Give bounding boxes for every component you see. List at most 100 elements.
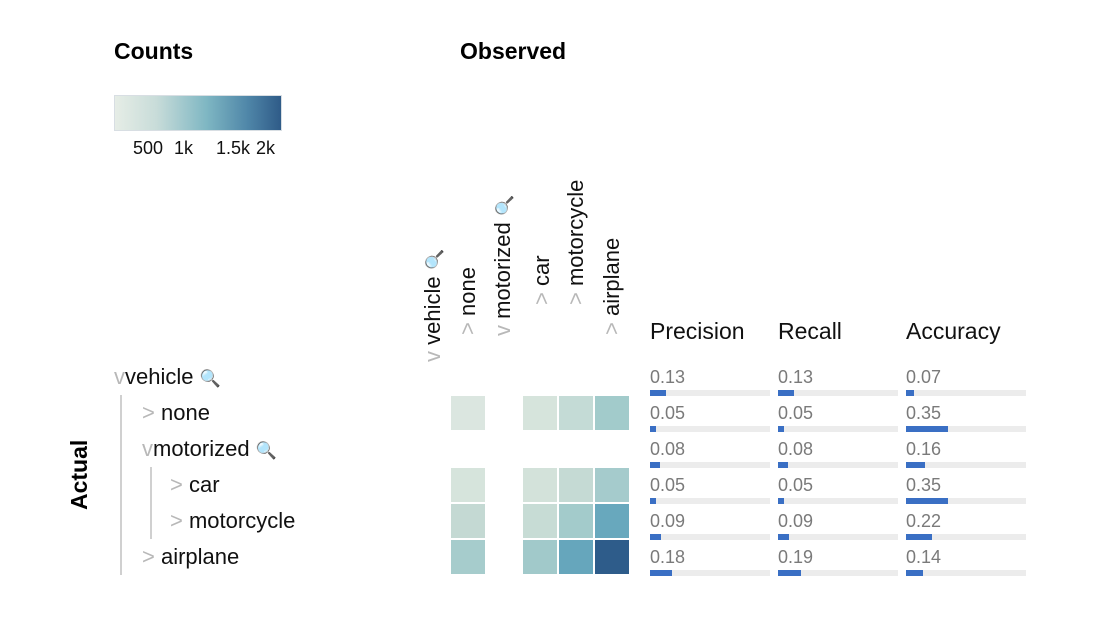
precision-bar-track	[650, 570, 770, 576]
tree-guide-line	[120, 395, 122, 575]
recall-value: 0.13	[778, 367, 814, 387]
precision-value: 0.05	[650, 475, 686, 495]
heatmap-cell-motorcycle-airplane[interactable]	[595, 504, 629, 538]
accuracy-header: Accuracy	[906, 318, 1001, 344]
precision-bar-fill	[650, 570, 672, 576]
recall-bar-fill	[778, 498, 784, 504]
precision-bar-fill	[650, 390, 666, 396]
recall-value: 0.19	[778, 547, 814, 567]
heatmap-cell-car-car[interactable]	[523, 468, 557, 502]
heatmap-cell-none-airplane[interactable]	[595, 396, 629, 430]
accuracy-bar-fill	[906, 570, 923, 576]
color-legend-bar	[114, 95, 282, 131]
recall-bar-track	[778, 390, 898, 396]
legend-tick-1-5k: 1.5k	[216, 138, 251, 158]
row-label: motorcycle	[188, 508, 296, 533]
precision-value: 0.13	[650, 367, 686, 387]
recall-value: 0.09	[778, 511, 814, 531]
heatmap-cell-motorcycle-car[interactable]	[523, 504, 557, 538]
row-header-none[interactable]: > none	[142, 399, 210, 427]
heatmap-cell-motorcycle-motorcycle[interactable]	[559, 504, 593, 538]
heatmap-cell-car-airplane[interactable]	[595, 468, 629, 502]
collapse-caret-icon[interactable]: >	[142, 544, 155, 569]
accuracy-bar-track	[906, 498, 1026, 504]
precision-bar-track	[650, 498, 770, 504]
precision-bar-fill	[650, 426, 656, 432]
accuracy-value: 0.14	[906, 547, 942, 567]
row-label: none	[160, 400, 210, 425]
precision-bar-fill	[650, 534, 661, 540]
accuracy-bar-fill	[906, 426, 948, 432]
legend-tick-2k: 2k	[256, 138, 276, 158]
collapse-caret-icon[interactable]: >	[170, 508, 183, 533]
expand-caret-icon[interactable]: v	[142, 436, 153, 461]
magnifier-icon[interactable]: 🔍	[199, 369, 221, 388]
precision-bar-fill	[650, 462, 660, 468]
accuracy-bar-fill	[906, 498, 948, 504]
magnifier-icon[interactable]: 🔍	[255, 441, 277, 460]
accuracy-bar-fill	[906, 534, 932, 540]
legend-tick-500: 500	[133, 138, 164, 158]
accuracy-value: 0.16	[906, 439, 942, 459]
accuracy-bar-track	[906, 390, 1026, 396]
precision-value: 0.09	[650, 511, 686, 531]
heatmap-cell-none-motorcycle[interactable]	[559, 396, 593, 430]
recall-bar-fill	[778, 426, 784, 432]
legend-title: Counts	[114, 38, 194, 64]
tree-guide-line	[150, 467, 152, 539]
recall-bar-track	[778, 534, 898, 540]
row-header-car[interactable]: > car	[170, 471, 220, 499]
heatmap-cell-car-none[interactable]	[451, 468, 485, 502]
accuracy-bar-fill	[906, 390, 914, 396]
recall-bar-fill	[778, 570, 801, 576]
collapse-caret-icon[interactable]: >	[170, 472, 183, 497]
row-label: vehicle	[125, 364, 194, 389]
heatmap-cell-none-car[interactable]	[523, 396, 557, 430]
accuracy-bar-track	[906, 534, 1026, 540]
accuracy-value: 0.35	[906, 403, 942, 423]
row-label: airplane	[160, 544, 240, 569]
observed-title: Observed	[460, 38, 567, 64]
heatmap-cell-car-motorcycle[interactable]	[559, 468, 593, 502]
collapse-caret-icon[interactable]: >	[142, 400, 155, 425]
precision-bar-track	[650, 534, 770, 540]
precision-bar-track	[650, 390, 770, 396]
heatmap-cell-airplane-motorcycle[interactable]	[559, 540, 593, 574]
recall-bar-track	[778, 462, 898, 468]
recall-value: 0.05	[778, 475, 814, 495]
precision-bar-fill	[650, 498, 656, 504]
recall-bar-fill	[778, 462, 788, 468]
row-label: motorized	[153, 436, 250, 461]
precision-header: Precision	[650, 318, 745, 344]
recall-bar-track	[778, 426, 898, 432]
accuracy-bar-track	[906, 462, 1026, 468]
row-label: car	[188, 472, 220, 497]
heatmap-cell-none-none[interactable]	[451, 396, 485, 430]
accuracy-value: 0.35	[906, 475, 942, 495]
recall-value: 0.05	[778, 403, 814, 423]
heatmap-cell-motorcycle-none[interactable]	[451, 504, 485, 538]
recall-bar-fill	[778, 534, 789, 540]
recall-bar-fill	[778, 390, 794, 396]
row-header-vehicle[interactable]: vvehicle 🔍	[114, 363, 221, 391]
precision-value: 0.18	[650, 547, 686, 567]
accuracy-bar-fill	[906, 462, 925, 468]
row-header-motorcycle[interactable]: > motorcycle	[170, 507, 295, 535]
recall-header: Recall	[778, 318, 842, 344]
precision-value: 0.05	[650, 403, 686, 423]
accuracy-value: 0.22	[906, 511, 942, 531]
precision-bar-track	[650, 462, 770, 468]
accuracy-value: 0.07	[906, 367, 942, 387]
accuracy-bar-track	[906, 426, 1026, 432]
heatmap-cell-airplane-airplane[interactable]	[595, 540, 629, 574]
row-header-airplane[interactable]: > airplane	[142, 543, 239, 571]
heatmap-cell-airplane-none[interactable]	[451, 540, 485, 574]
expand-caret-icon[interactable]: v	[114, 364, 125, 389]
recall-value: 0.08	[778, 439, 814, 459]
heatmap-cell-airplane-car[interactable]	[523, 540, 557, 574]
precision-bar-track	[650, 426, 770, 432]
row-header-motorized[interactable]: vmotorized 🔍	[142, 435, 277, 463]
legend-tick-1k: 1k	[174, 138, 194, 158]
